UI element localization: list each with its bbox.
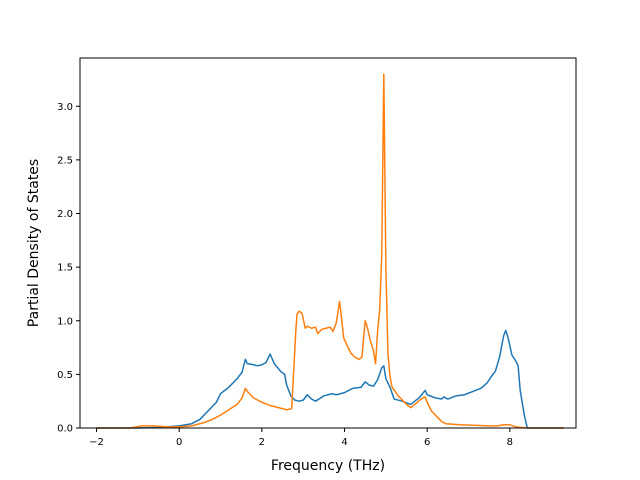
x-tick-label: 6 [424, 437, 430, 448]
y-tick-label: 1.0 [57, 316, 73, 327]
x-axis-label: Frequency (THz) [271, 458, 385, 474]
y-tick-label: 3.0 [57, 102, 73, 113]
y-axis-ticks: 0.0 0.5 1.0 1.5 2.0 2.5 3.0 [57, 102, 80, 435]
x-tick-label: 0 [176, 437, 182, 448]
series-line-2 [96, 73, 564, 429]
series-layer [96, 73, 564, 429]
y-tick-label: 2.0 [57, 209, 73, 220]
x-tick-label: 2 [259, 437, 265, 448]
series-line-1 [96, 329, 564, 429]
plot-area [80, 58, 576, 428]
y-tick-label: 0.5 [57, 370, 73, 381]
y-tick-label: 2.5 [57, 155, 73, 166]
x-axis-ticks: −2 0 2 4 6 8 [89, 428, 513, 448]
x-tick-label: −2 [89, 437, 104, 448]
x-tick-label: 8 [507, 437, 513, 448]
y-tick-label: 0.0 [57, 424, 73, 435]
plot-frame [79, 57, 577, 429]
x-tick-label: 4 [341, 437, 347, 448]
y-axis-label: Partial Density of States [26, 159, 42, 327]
y-tick-label: 1.5 [57, 263, 73, 274]
